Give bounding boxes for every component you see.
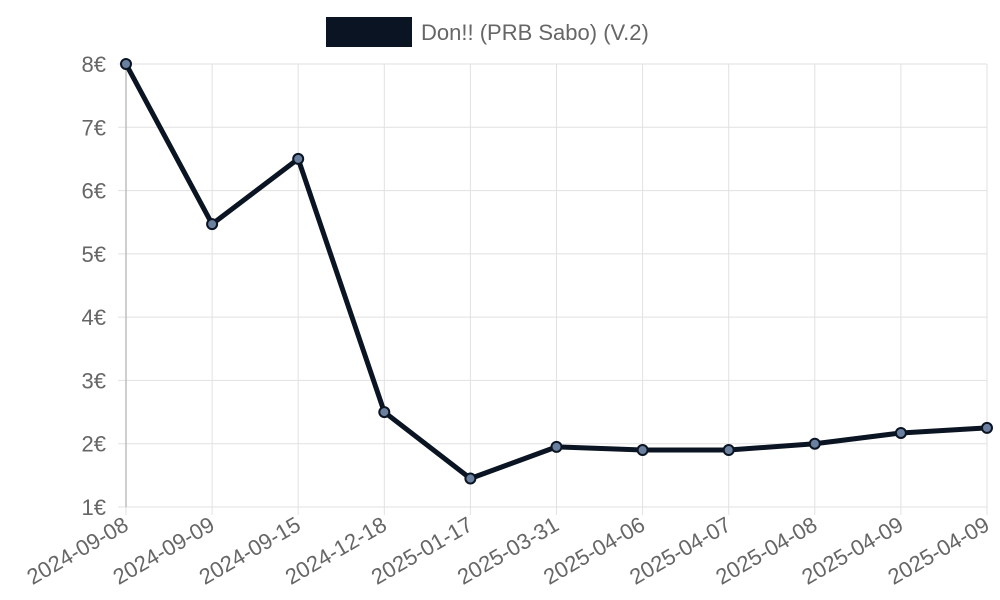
legend-label: Don!! (PRB Sabo) (V.2)	[421, 20, 649, 45]
data-point[interactable]	[292, 152, 305, 165]
y-tick-label: 1€	[82, 495, 106, 520]
y-tick-label: 8€	[82, 52, 106, 77]
series-layer	[120, 58, 993, 485]
y-tick-label: 4€	[82, 305, 106, 330]
data-point[interactable]	[981, 421, 993, 434]
data-point[interactable]	[378, 406, 391, 419]
data-point[interactable]	[550, 440, 563, 453]
legend-swatch	[326, 17, 412, 47]
y-tick-label: 3€	[82, 368, 106, 393]
data-point[interactable]	[120, 58, 132, 70]
y-tick-label: 5€	[82, 242, 106, 267]
data-point[interactable]	[894, 426, 907, 439]
data-point[interactable]	[808, 437, 821, 450]
data-point[interactable]	[636, 444, 649, 457]
axis-layer: 1€2€3€4€5€6€7€8€2024-09-082024-09-092024…	[23, 52, 994, 590]
legend[interactable]: Don!! (PRB Sabo) (V.2)	[326, 17, 649, 47]
y-tick-label: 7€	[82, 115, 106, 140]
y-tick-label: 2€	[82, 432, 106, 457]
data-point[interactable]	[206, 218, 219, 231]
grid-layer	[118, 63, 988, 515]
data-point[interactable]	[722, 444, 735, 457]
y-tick-label: 6€	[82, 179, 106, 204]
data-point[interactable]	[464, 472, 477, 485]
